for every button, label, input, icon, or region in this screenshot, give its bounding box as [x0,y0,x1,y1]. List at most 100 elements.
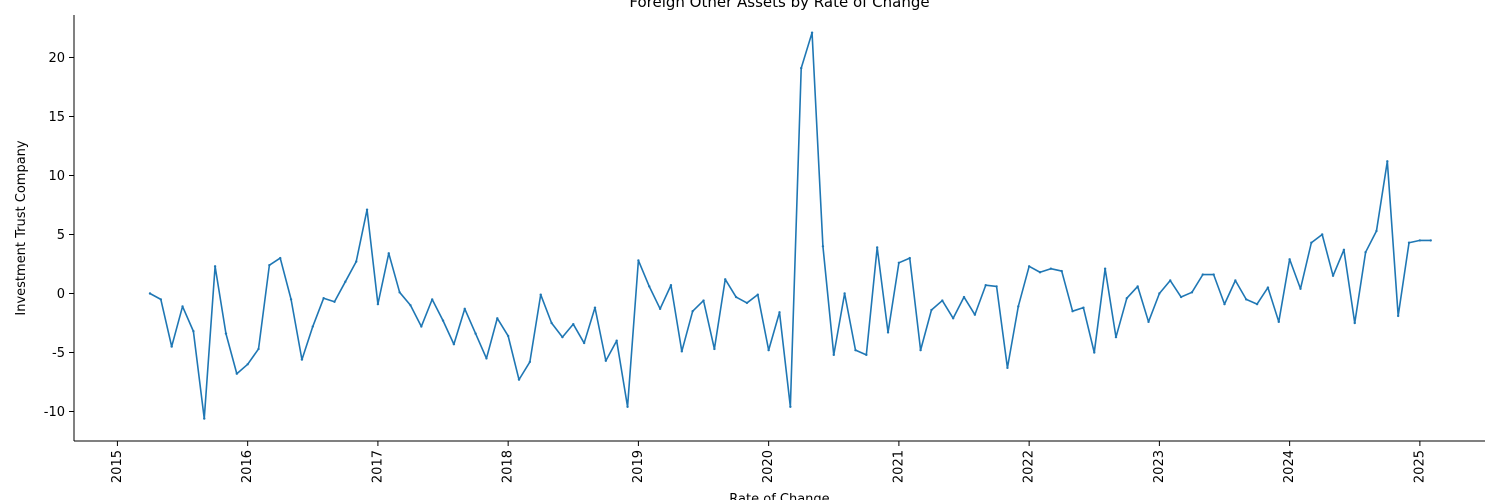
data-point [1223,302,1226,306]
data-point [604,359,608,362]
x-axis-title: Rate of Change [729,492,829,500]
data-point [875,246,879,249]
data-point [713,347,716,351]
x-tick-label: 2020 [761,450,776,483]
data-point [800,66,803,70]
data-point [1277,320,1280,324]
data-point [1017,305,1020,308]
data-point [1190,291,1194,294]
data-point [463,307,466,311]
data-point [1114,335,1118,339]
x-axis-ticks: 2015 2016 2017 2018 2019 2020 2021 2022 2023 2024… [110,441,1427,483]
data-point [376,302,380,306]
data-point [897,261,901,265]
y-tick-label: -10 [44,405,65,420]
data-point [1158,292,1161,295]
data-point [593,306,597,309]
y-tick-label: 0 [57,287,65,302]
data-point [582,341,586,345]
x-tick-label: 2022 [1022,450,1037,483]
data-point [192,330,195,333]
data-point [1006,366,1009,370]
data-point [1255,302,1259,306]
data-point [1407,241,1411,244]
data-point [908,256,911,260]
x-tick-label: 2018 [501,450,516,483]
data-point [865,353,868,357]
data-point [474,332,477,335]
data-point [832,353,835,357]
data-point [724,278,727,281]
series-layer [148,31,1432,420]
data-point [1375,229,1378,233]
data-point [170,345,173,348]
data-point [789,405,792,408]
data-point [778,311,781,314]
data-point [984,284,987,287]
data-point [995,285,998,288]
data-point [658,307,662,311]
data-point [1093,351,1096,354]
data-point [1038,271,1042,274]
data-point [159,298,163,301]
data-point [517,378,521,381]
data-point [572,322,575,326]
data-point [289,298,293,301]
data-point [148,292,152,295]
data-point [506,334,510,338]
x-tick-label: 2025 [1412,450,1427,483]
data-point [1027,265,1031,268]
x-tick-label: 2017 [370,450,385,483]
data-point [756,293,759,296]
data-point [1103,267,1107,270]
data-point [691,309,694,313]
y-tick-label: 20 [48,51,65,66]
data-point [485,357,488,360]
x-tick-label: 2016 [240,450,255,483]
data-point [1310,241,1313,244]
data-point [941,299,944,302]
data-point [311,325,314,328]
data-point [1266,286,1270,289]
data-point [300,358,304,361]
data-point [930,308,933,312]
data-point [1429,239,1432,242]
data-point [626,405,629,408]
data-point [1060,269,1063,273]
data-point [615,339,618,342]
data-point [235,372,239,375]
data-point [1299,287,1302,290]
data-point [810,31,814,34]
data-point [550,321,553,325]
data-point [1125,297,1129,300]
data-point [246,363,249,366]
data-point [1364,250,1367,254]
data-point [843,292,846,295]
data-point [1386,160,1389,163]
data-point [1212,273,1215,276]
data-point [355,260,358,263]
data-point [1342,248,1346,252]
data-point [734,295,738,299]
data-point [962,295,966,299]
data-point [1071,309,1074,313]
data-point [854,348,857,352]
x-tick-label: 2015 [110,450,125,483]
data-point [973,313,977,316]
data-point [637,259,640,262]
data-point [1082,306,1085,309]
data-point [1234,279,1237,282]
data-point [1201,273,1205,276]
data-point [181,305,184,308]
data-point [344,280,347,283]
data-point [1288,258,1291,261]
data-point [919,348,922,352]
data-point [224,332,228,335]
chart-title: Foreign Other Assets by Rate of Change [629,0,929,11]
y-tick-label: 5 [57,228,65,243]
data-point [669,284,673,287]
data-point [886,331,890,334]
data-point [648,285,651,288]
data-point [951,317,955,320]
data-point [1353,321,1356,325]
